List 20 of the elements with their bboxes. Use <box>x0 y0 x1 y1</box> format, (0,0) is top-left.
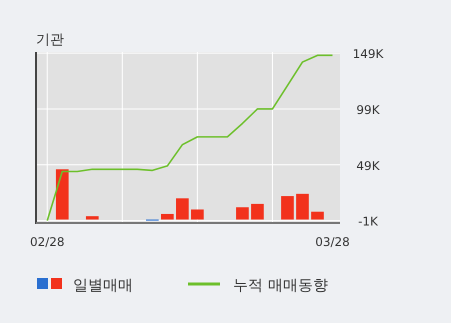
y-tick-label: -1K <box>358 214 380 229</box>
bar <box>176 198 189 220</box>
bar <box>251 204 264 220</box>
bar <box>161 214 174 220</box>
x-tick-label: 02/28 <box>30 235 65 249</box>
bar <box>296 194 309 220</box>
legend-label: 누적 매매동향 <box>233 276 328 294</box>
bar <box>191 209 204 220</box>
bar <box>236 207 249 220</box>
legend-label: 일별매매 <box>73 276 133 294</box>
bar <box>311 212 324 220</box>
y-tick-label: 149K <box>352 47 385 62</box>
y-tick-label: 49K <box>356 158 381 173</box>
x-tick-label: 03/28 <box>315 235 350 249</box>
bar <box>281 196 294 220</box>
line-series <box>46 54 334 222</box>
bar <box>86 216 99 220</box>
chart-title: 기관 <box>36 32 64 48</box>
bar <box>56 169 69 220</box>
y-tick-label: 99K <box>356 102 381 117</box>
